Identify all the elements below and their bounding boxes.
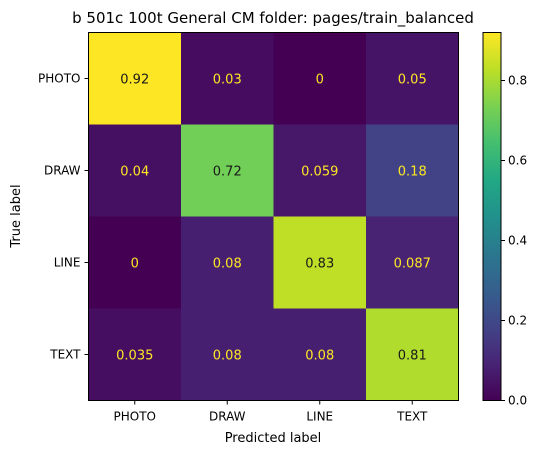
- heatmap-cell: [366, 32, 459, 125]
- heatmap-cell: [366, 308, 459, 401]
- heatmap-cell: [181, 124, 274, 217]
- heatmap-cell: [273, 216, 367, 309]
- cell-value-label: 0: [131, 257, 139, 272]
- x-tick-label: TEXT: [396, 410, 428, 424]
- heatmap-cell: [273, 308, 367, 401]
- heatmap-cell: [366, 124, 459, 217]
- heatmap-cell-labels: 0.92 0.03 0 0.05 0.04 0.72 0.059 0.18 0 0.08 0.83 0…: [116, 73, 431, 364]
- y-tick-label: DRAW: [44, 164, 81, 178]
- colorbar-tick-label: 0.4: [508, 234, 527, 248]
- colorbar-ticks: 0.0 0.2 0.4 0.6 0.8: [501, 74, 527, 408]
- heatmap-cell: [88, 32, 182, 125]
- y-axis-ticks: PHOTO DRAW LINE TEXT: [38, 72, 89, 362]
- cell-value-label: 0: [316, 73, 324, 88]
- cell-value-label: 0.03: [213, 73, 242, 88]
- cell-value-label: 0.087: [394, 257, 431, 272]
- cell-value-label: 0.04: [120, 165, 149, 180]
- heatmap-cell: [88, 124, 182, 217]
- cell-value-label: 0.81: [398, 349, 427, 364]
- colorbar-tick-label: 0.2: [508, 314, 527, 328]
- colorbar-tick-label: 0.0: [508, 394, 527, 408]
- cell-value-label: 0.83: [305, 257, 334, 272]
- heatmap-cell: [88, 216, 182, 309]
- chart-title: b 501c 100t General CM folder: pages/tra…: [72, 9, 474, 28]
- cell-value-label: 0.72: [213, 165, 242, 180]
- y-tick-label: LINE: [54, 256, 81, 270]
- colorbar-frame: [482, 32, 502, 401]
- cell-value-label: 0.08: [305, 349, 334, 364]
- x-axis-label: Predicted label: [225, 431, 322, 446]
- heatmap-cell: [181, 216, 274, 309]
- x-axis-ticks: PHOTO DRAW LINE TEXT: [114, 400, 428, 424]
- heatmap-cell: [181, 308, 274, 401]
- cell-value-label: 0.18: [398, 165, 427, 180]
- cell-value-label: 0.08: [213, 257, 242, 272]
- y-tick-label: TEXT: [49, 348, 81, 362]
- heatmap-cell: [273, 124, 367, 217]
- colorbar: [483, 32, 501, 401]
- colorbar-tick-label: 0.6: [508, 154, 527, 168]
- heatmap-cell: [366, 216, 459, 309]
- heatmap-cells: [88, 32, 459, 401]
- y-axis-label: True label: [9, 184, 24, 248]
- heatmap-cell: [181, 32, 274, 125]
- x-tick-label: LINE: [306, 410, 333, 424]
- cell-value-label: 0.035: [116, 349, 153, 364]
- x-tick-label: PHOTO: [114, 410, 156, 424]
- plot-frame: [88, 32, 459, 401]
- y-tick-label: PHOTO: [38, 72, 80, 86]
- cell-value-label: 0.92: [120, 73, 149, 88]
- cell-value-label: 0.059: [301, 165, 338, 180]
- heatmap-cell: [88, 308, 182, 401]
- x-tick-label: DRAW: [209, 410, 246, 424]
- colorbar-tick-label: 0.8: [508, 74, 527, 88]
- cell-value-label: 0.08: [213, 349, 242, 364]
- heatmap-cell: [273, 32, 367, 125]
- cell-value-label: 0.05: [398, 73, 427, 88]
